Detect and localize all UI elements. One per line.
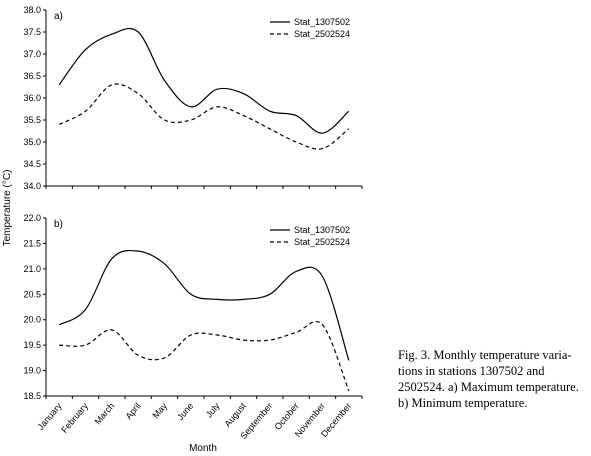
y-tick-label: 19.0 [23, 366, 41, 376]
x-tick-label: March [93, 401, 117, 427]
y-tick-label: 37.5 [23, 27, 41, 37]
panel-label: a) [54, 11, 63, 22]
y-tick-label: 20.0 [23, 315, 41, 325]
caption-line: 2502524. a) Maximum temperature. [398, 380, 579, 394]
legend-label: Stat_1307502 [294, 225, 350, 235]
y-tick-label: 37.0 [23, 49, 41, 59]
y-tick-label: 36.0 [23, 93, 41, 103]
caption-line: tions in stations 1307502 and [398, 364, 545, 378]
caption-line: Fig. 3. Monthly temperature varia- [398, 348, 572, 362]
y-tick-label: 21.0 [23, 264, 41, 274]
series-line [58, 83, 350, 150]
x-tick-label: July [204, 401, 222, 420]
y-tick-label: 36.5 [23, 71, 41, 81]
y-tick-label: 20.5 [23, 289, 41, 299]
y-tick-label: 34.5 [23, 159, 41, 169]
x-tick-label: May [150, 400, 169, 420]
legend-label: Stat_1307502 [294, 17, 350, 27]
x-axis-title: Month [189, 443, 217, 454]
x-tick-label: February [59, 400, 90, 434]
panel-b-chart: 18.519.019.520.020.521.021.522.0JanuaryF… [23, 213, 363, 441]
series-line [59, 320, 350, 392]
panel-a-chart: 34.0 34.5 35.0 35.5 36.0 36.5 37.0 37.5 38.0 a) St… [23, 5, 363, 191]
x-tick-label: August [222, 400, 248, 428]
figure-caption: Fig. 3. Monthly temperature varia- tions… [398, 347, 588, 411]
y-tick-label: 18.5 [23, 391, 41, 401]
x-tick-label: April [123, 401, 142, 421]
y-tick-label: 35.5 [23, 115, 41, 125]
y-axis-title: Temperature (°C) [2, 170, 13, 247]
y-tick-label: 21.5 [23, 238, 41, 248]
panel-label: b) [54, 219, 63, 230]
series-line [58, 249, 350, 361]
y-tick-label: 35.0 [23, 137, 41, 147]
caption-line: b) Minimum temperature. [398, 396, 528, 410]
y-tick-label: 22.0 [23, 213, 41, 223]
legend-label: Stat_2502524 [294, 237, 350, 247]
y-tick-label: 34.0 [23, 181, 41, 191]
y-tick-label: 38.0 [23, 5, 41, 15]
x-tick-label: June [175, 401, 195, 422]
legend-label: Stat_2502524 [294, 29, 350, 39]
y-tick-label: 19.5 [23, 340, 41, 350]
series-line [58, 27, 350, 134]
